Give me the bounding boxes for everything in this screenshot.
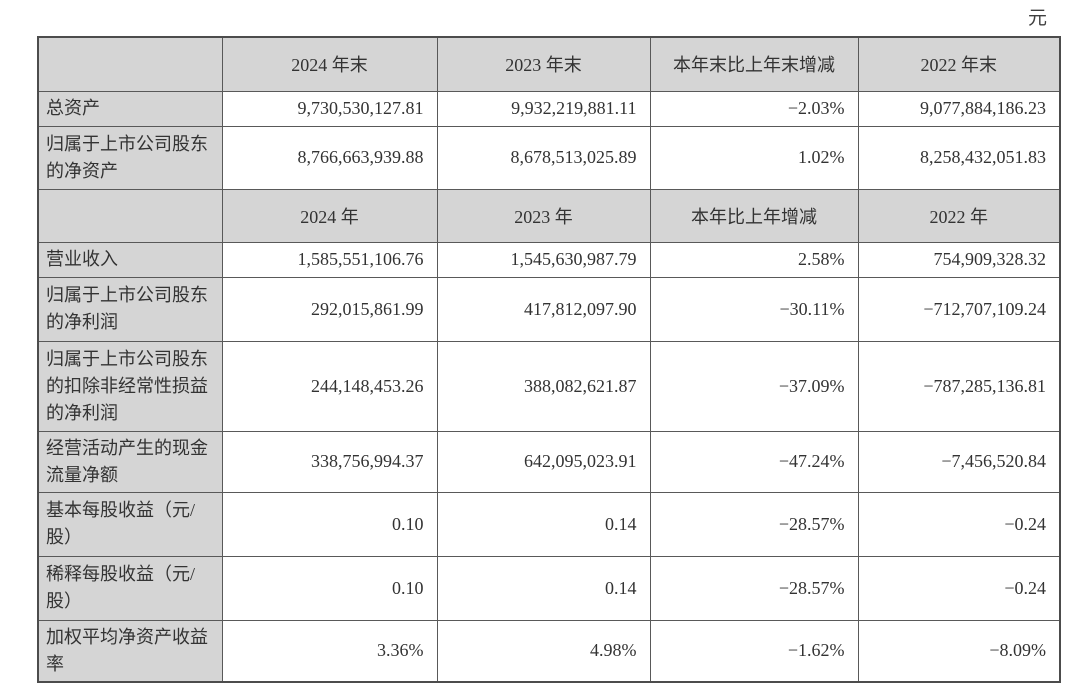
- value-cell: 3.36%: [221, 619, 438, 682]
- table-row: 营业收入 1,585,551,106.76 1,545,630,987.79 2.58…: [37, 241, 1061, 278]
- section-header-row: 2024 年 2023 年本年比上年增减 2022 年: [37, 188, 1061, 243]
- row-label: 基本每股收益（元/股）: [37, 491, 223, 557]
- column-header: 2022 年: [857, 188, 1061, 243]
- table-row: 经营活动产生的现金流量净额 338,756,994.37 642,095,023.9…: [37, 430, 1061, 493]
- row-label: 营业收入: [37, 241, 223, 278]
- value-cell: 0.14: [436, 491, 651, 557]
- value-cell: 9,932,219,881.11: [436, 90, 651, 127]
- value-cell: 1,545,630,987.79: [436, 241, 651, 278]
- row-label: 归属于上市公司股东的净利润: [37, 276, 223, 342]
- value-cell: 292,015,861.99: [221, 276, 438, 342]
- value-cell: 8,258,432,051.83: [857, 125, 1061, 190]
- column-header: 2024 年: [221, 188, 438, 243]
- row-label: 归属于上市公司股东的净资产: [37, 125, 223, 190]
- corner-cell: [37, 36, 223, 92]
- value-cell: −0.24: [857, 555, 1061, 621]
- row-label: 归属于上市公司股东的扣除非经常性损益的净利润: [37, 340, 223, 432]
- corner-cell: [37, 188, 223, 243]
- section-header-row: 2024 年末 2023 年末 本年末比上年末增减 2022 年末: [37, 36, 1061, 92]
- value-cell: 9,077,884,186.23: [857, 90, 1061, 127]
- value-cell: −2.03%: [649, 90, 859, 127]
- value-cell: −0.24: [857, 491, 1061, 557]
- table-row: 归属于上市公司股东的净利润 292,015,861.99 417,812,097.9…: [37, 276, 1061, 342]
- value-cell: −37.09%: [649, 340, 859, 432]
- value-cell: 417,812,097.90: [436, 276, 651, 342]
- value-cell: −28.57%: [649, 491, 859, 557]
- value-cell: 2.58%: [649, 241, 859, 278]
- value-cell: −8.09%: [857, 619, 1061, 682]
- value-cell: 4.98%: [436, 619, 651, 682]
- value-cell: 1.02%: [649, 125, 859, 190]
- value-cell: −712,707,109.24: [857, 276, 1061, 342]
- row-label: 稀释每股收益（元/股）: [37, 555, 223, 621]
- column-header: 本年末比上年末增减: [649, 36, 859, 92]
- column-header: 本年比上年增减: [649, 188, 859, 243]
- value-cell: −7,456,520.84: [857, 430, 1061, 493]
- value-cell: 0.10: [221, 555, 438, 621]
- value-cell: 642,095,023.91: [436, 430, 651, 493]
- table-row: 基本每股收益（元/股） 0.10 0.14 −28.57% −0.24: [37, 491, 1061, 557]
- value-cell: −787,285,136.81: [857, 340, 1061, 432]
- value-cell: −28.57%: [649, 555, 859, 621]
- financial-summary-table: 2024 年末 2023 年末 本年末比上年末增减 2022 年末 总资产 9,730,5…: [37, 36, 1061, 683]
- value-cell: 1,585,551,106.76: [221, 241, 438, 278]
- table-row: 归属于上市公司股东的净资产 8,766,663,939.88 8,678,513,0…: [37, 125, 1061, 190]
- column-header: 2023 年: [436, 188, 651, 243]
- value-cell: 754,909,328.32: [857, 241, 1061, 278]
- value-cell: −30.11%: [649, 276, 859, 342]
- table-row: 加权平均净资产收益率 3.36% 4.98% −1.62% −8.09%: [37, 619, 1061, 682]
- value-cell: 8,766,663,939.88: [221, 125, 438, 190]
- table-row: 稀释每股收益（元/股） 0.10 0.14 −28.57% −0.24: [37, 555, 1061, 621]
- value-cell: −47.24%: [649, 430, 859, 493]
- row-label: 经营活动产生的现金流量净额: [37, 430, 223, 493]
- value-cell: 9,730,530,127.81: [221, 90, 438, 127]
- row-label: 加权平均净资产收益率: [37, 619, 223, 682]
- value-cell: 338,756,994.37: [221, 430, 438, 493]
- row-label: 总资产: [37, 90, 223, 127]
- column-header: 2024 年末: [221, 36, 438, 92]
- value-cell: 388,082,621.87: [436, 340, 651, 432]
- currency-unit-label: 元: [1027, 8, 1047, 29]
- value-cell: 0.14: [436, 555, 651, 621]
- column-header: 2023 年末: [436, 36, 651, 92]
- value-cell: 0.10: [221, 491, 438, 557]
- table-row: 归属于上市公司股东的扣除非经常性损益的净利润 244,148,453.26 388,…: [37, 340, 1061, 432]
- value-cell: −1.62%: [649, 619, 859, 682]
- column-header: 2022 年末: [857, 36, 1061, 92]
- value-cell: 8,678,513,025.89: [436, 125, 651, 190]
- value-cell: 244,148,453.26: [221, 340, 438, 432]
- table-row: 总资产 9,730,530,127.81 9,932,219,881.11 −2.03…: [37, 90, 1061, 127]
